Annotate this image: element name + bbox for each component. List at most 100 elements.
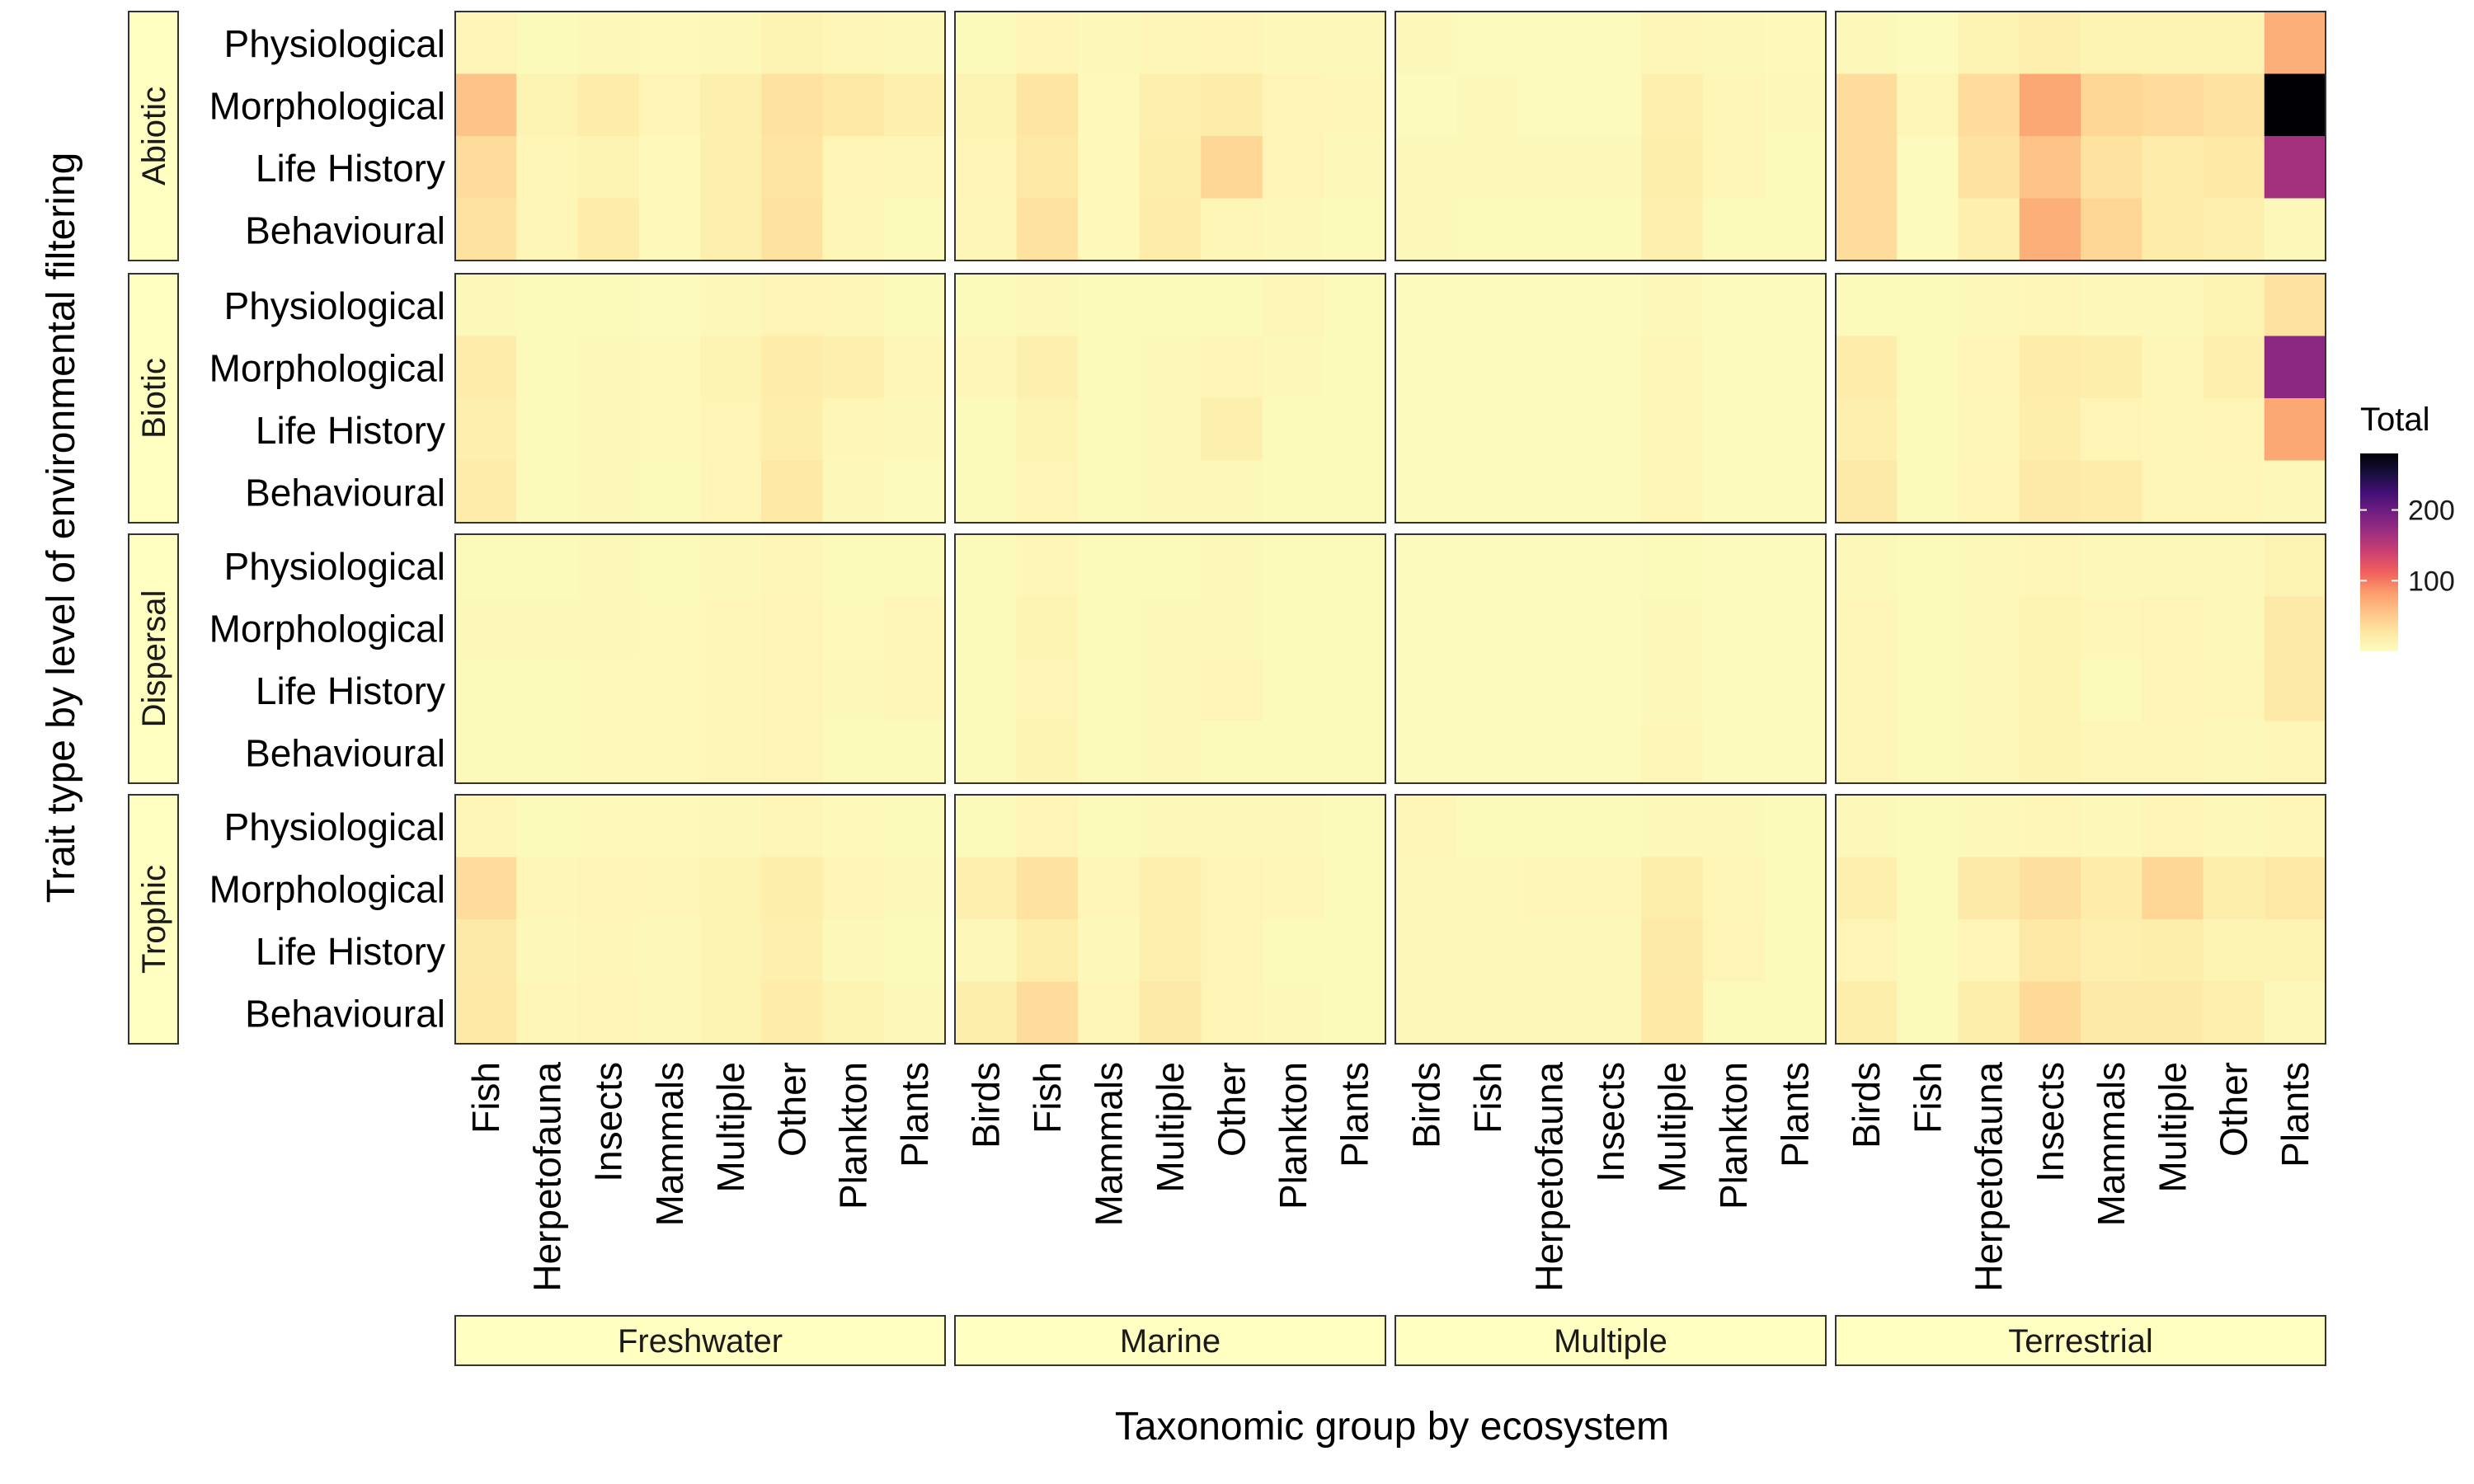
heat-cell <box>1897 596 1959 660</box>
heat-cell <box>955 336 1018 399</box>
heat-cell <box>1078 336 1141 399</box>
heat-cell <box>2019 596 2081 660</box>
heat-cell <box>1764 534 1827 598</box>
heat-cell <box>1897 136 1959 200</box>
row-strip-biotic: Biotic <box>128 273 179 524</box>
heat-cell <box>700 73 762 137</box>
heat-cell <box>1518 198 1581 261</box>
heat-cell <box>1078 136 1141 200</box>
heat-cell <box>700 857 762 920</box>
heat-cell <box>1262 136 1325 200</box>
heat-cell <box>1579 460 1642 524</box>
heat-cell <box>2142 136 2204 200</box>
heat-cell <box>1201 136 1263 200</box>
heat-cell <box>1139 460 1202 524</box>
row-strip-box <box>128 11 179 261</box>
heat-cell <box>2142 981 2204 1045</box>
heat-cell <box>2081 398 2142 462</box>
heat-cell <box>700 12 762 75</box>
heat-cell <box>1456 12 1519 75</box>
row-strip-box <box>128 533 179 784</box>
trait-labels: Physiological Morphological Life History Be… <box>209 22 445 1036</box>
heat-cell <box>1958 460 2020 524</box>
col-strip-box <box>454 1315 946 1366</box>
heat-cell <box>883 336 946 399</box>
heat-cell <box>1262 534 1325 598</box>
heat-cell <box>516 534 579 598</box>
x-tick-label-freshwater-plants: Plants <box>893 1062 936 1167</box>
heat-cell <box>1764 460 1827 524</box>
heat-cell <box>2019 857 2081 920</box>
heat-cell <box>1262 659 1325 722</box>
heat-cell <box>2264 795 2326 858</box>
heat-cell <box>1958 274 2020 337</box>
heat-cell <box>1836 136 1898 200</box>
heat-cell <box>2019 659 2081 722</box>
heat-cell <box>955 12 1018 75</box>
heat-cell <box>638 136 701 200</box>
heat-cell <box>1579 596 1642 660</box>
heat-cell <box>1641 795 1704 858</box>
col-strip-box <box>1835 1315 2326 1366</box>
heat-cell <box>2203 596 2265 660</box>
heat-cell <box>1016 596 1079 660</box>
heat-cell <box>1078 198 1141 261</box>
heat-cell <box>1836 596 1898 660</box>
heat-cell <box>1836 12 1898 75</box>
heat-cell <box>2203 198 2265 261</box>
heat-cell <box>1836 73 1898 137</box>
heat-cell <box>1897 721 1959 784</box>
heat-cell <box>1836 721 1898 784</box>
trait-label-physiological: Physiological <box>224 805 445 848</box>
heat-cell <box>2019 336 2081 399</box>
heat-cell <box>1395 73 1458 137</box>
x-tick-label-terrestrial-insects: Insects <box>2029 1062 2072 1182</box>
heat-cell <box>455 460 517 524</box>
heat-cell <box>2081 721 2142 784</box>
x-tick-label-multiple-plankton: Plankton <box>1712 1062 1755 1209</box>
heat-cell <box>883 919 946 983</box>
heat-cell <box>516 981 579 1045</box>
heat-cell <box>638 398 701 462</box>
heat-cell <box>1579 136 1642 200</box>
trait-label-life-history: Life History <box>256 409 445 452</box>
heat-cell <box>1324 12 1386 75</box>
trait-label-physiological: Physiological <box>224 284 445 327</box>
heat-cell <box>516 795 579 858</box>
panel-border <box>1395 794 1827 1045</box>
heat-cell <box>1016 919 1079 983</box>
heat-cell <box>2264 919 2326 983</box>
heat-cell <box>2264 198 2326 261</box>
heat-cell <box>516 721 579 784</box>
heat-cell <box>1641 136 1704 200</box>
heat-cell <box>1201 534 1263 598</box>
heat-cell <box>2019 981 2081 1045</box>
heat-cell <box>1579 857 1642 920</box>
heat-cell <box>955 659 1018 722</box>
heat-cell <box>577 596 640 660</box>
trait-label-physiological: Physiological <box>224 545 445 588</box>
heat-cell <box>761 534 824 598</box>
heat-cell <box>955 136 1018 200</box>
heat-cell <box>1958 596 2020 660</box>
heat-cell <box>1897 460 1959 524</box>
panel-border <box>1835 273 2326 524</box>
heat-cell <box>1456 460 1519 524</box>
heat-cell <box>1836 857 1898 920</box>
heat-cell <box>2203 336 2265 399</box>
heat-cell <box>1702 460 1766 524</box>
heat-cell <box>1262 460 1325 524</box>
heat-cell <box>1456 274 1519 337</box>
heat-cell <box>1641 721 1704 784</box>
row-strip-dispersal: Dispersal <box>128 533 179 784</box>
heat-cell <box>1078 274 1141 337</box>
heat-cell <box>883 198 946 261</box>
panel-border <box>954 533 1386 784</box>
heat-cell <box>1897 795 1959 858</box>
row-facet-strips: Abiotic Biotic Dispersal Trophic <box>128 11 179 1045</box>
heat-cell <box>2142 534 2204 598</box>
heat-cell <box>955 460 1018 524</box>
panel-biotic-freshwater <box>454 273 946 524</box>
heat-cell <box>1016 721 1079 784</box>
heat-cell <box>1139 795 1202 858</box>
